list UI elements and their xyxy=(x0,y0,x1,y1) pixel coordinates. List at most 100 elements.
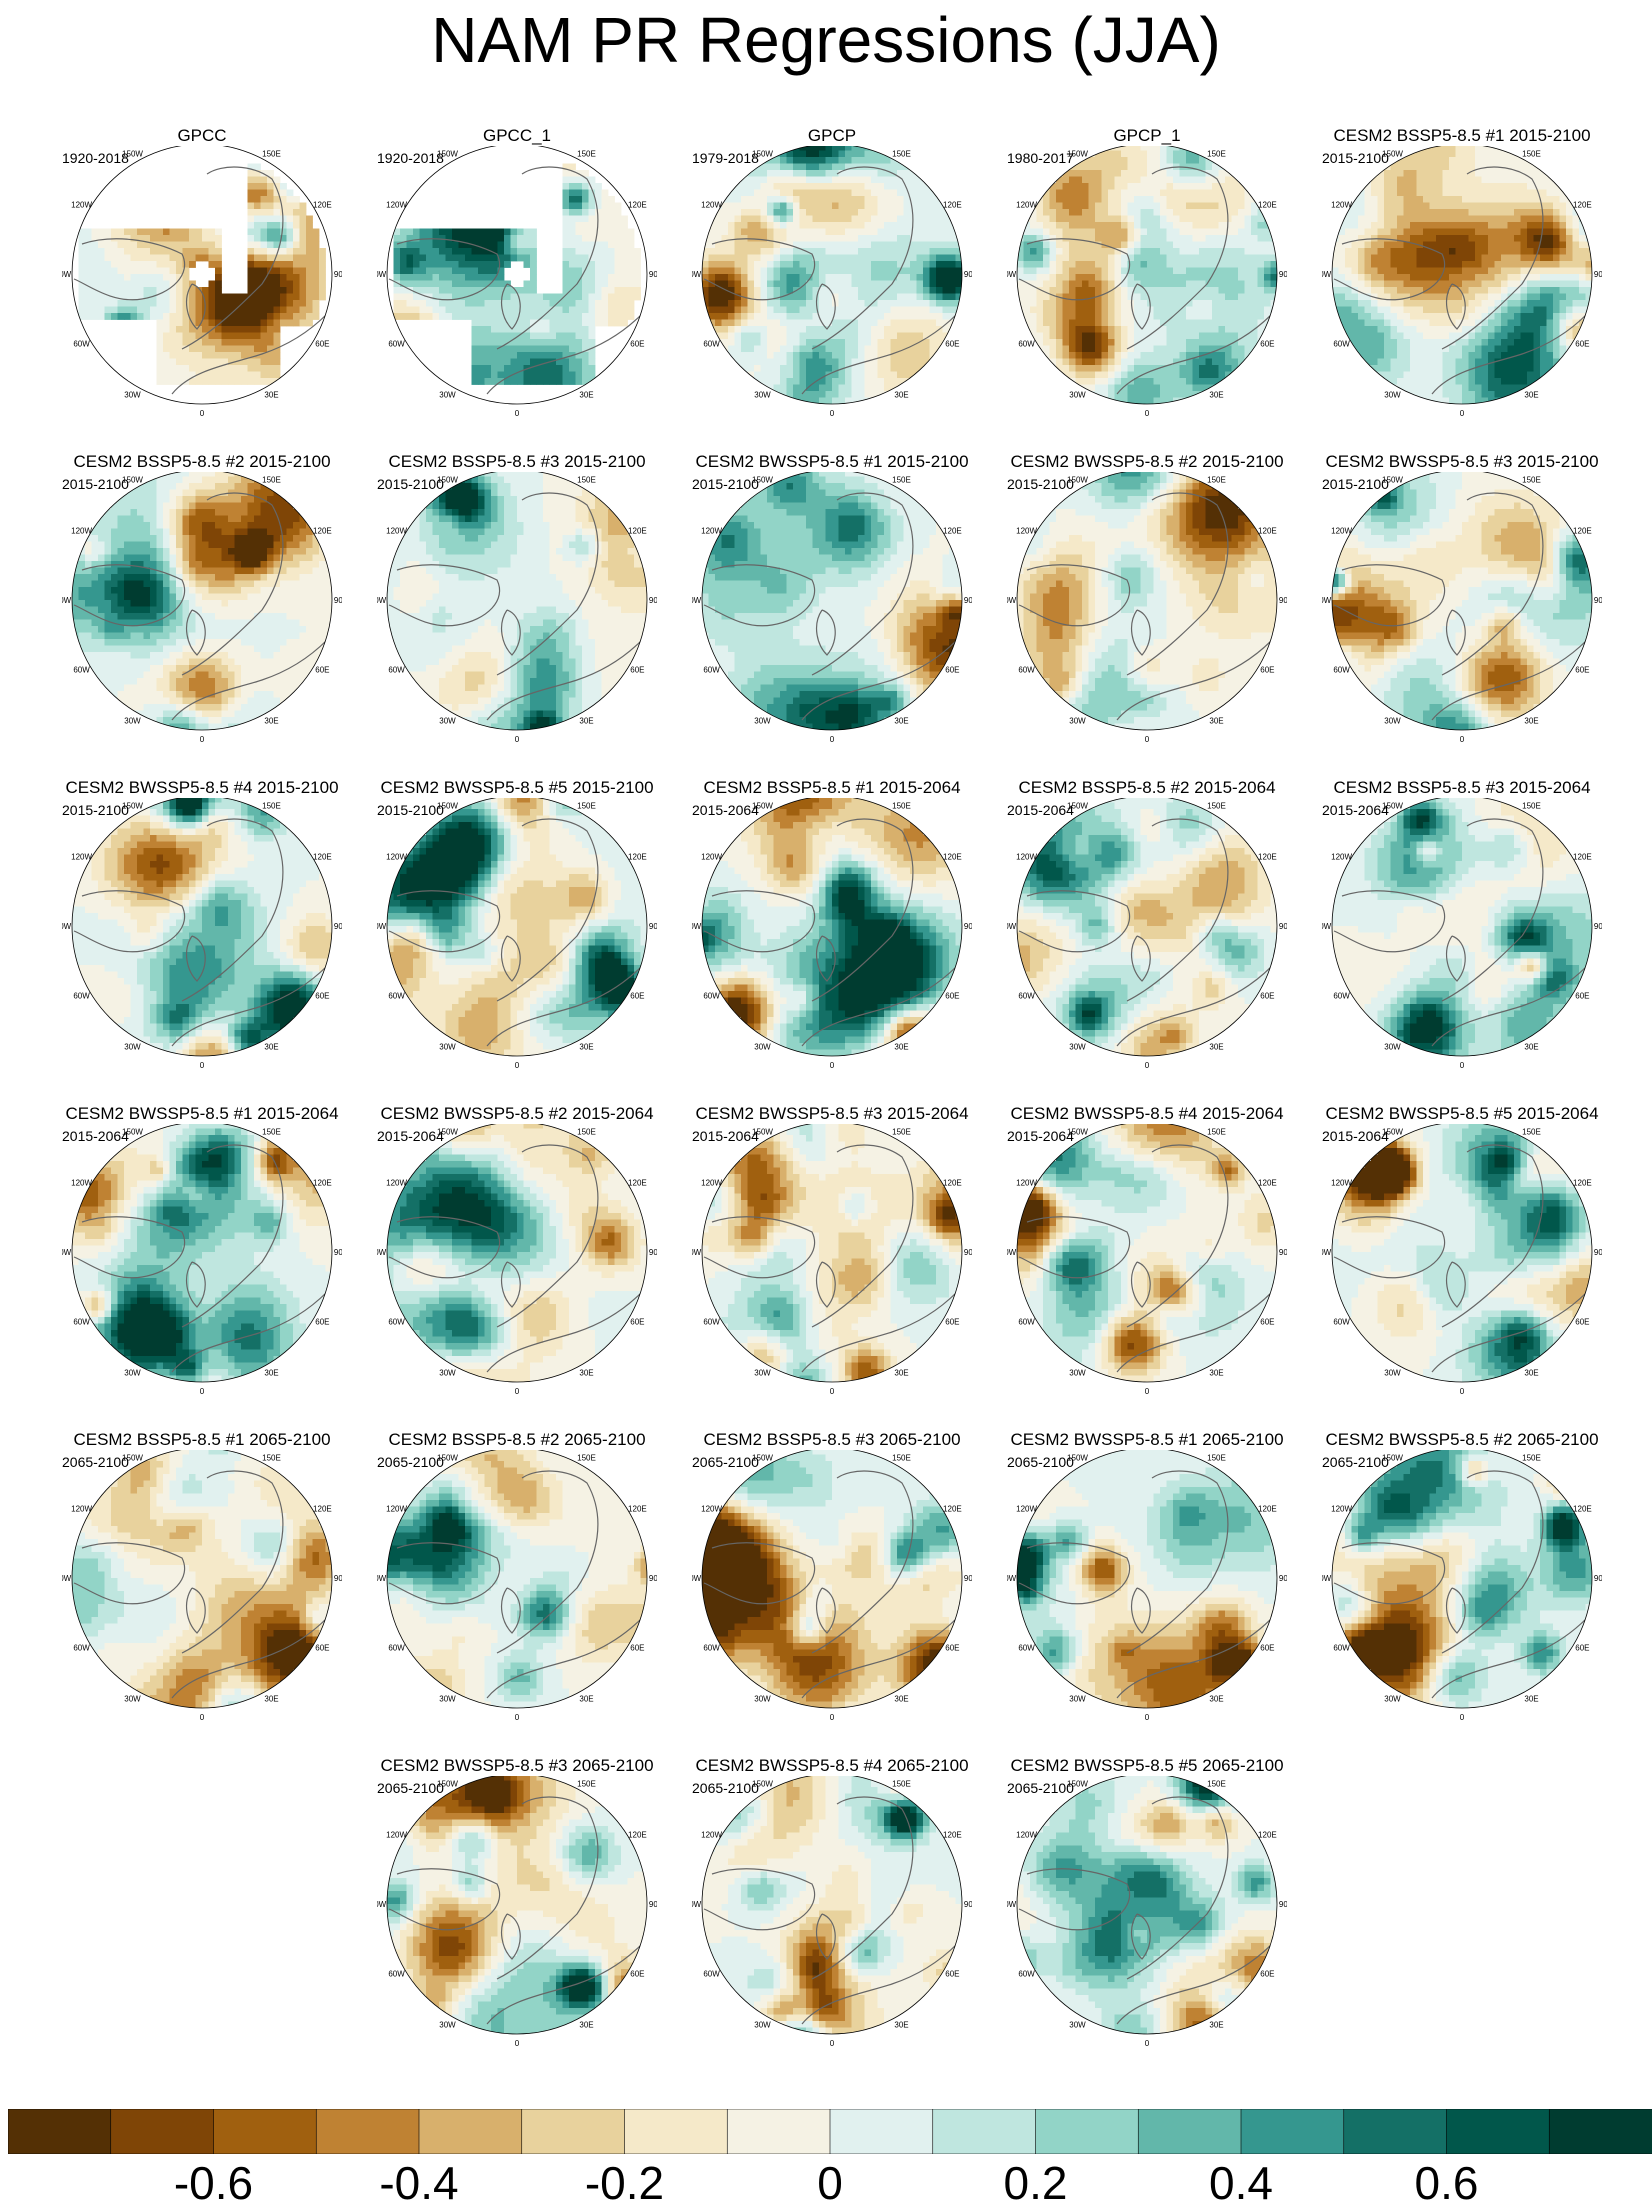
field-cell xyxy=(1076,183,1083,190)
field-cell xyxy=(1238,190,1245,197)
field-cell xyxy=(884,268,891,275)
field-cell xyxy=(1186,216,1193,223)
field-cell xyxy=(813,222,820,229)
field-cell xyxy=(407,300,414,307)
field-cell xyxy=(1251,248,1258,255)
field-cell xyxy=(111,274,118,281)
field-cell xyxy=(1089,281,1096,288)
field-cell xyxy=(1173,216,1180,223)
field-cell xyxy=(215,235,222,242)
field-cell xyxy=(1475,385,1482,392)
field-cell xyxy=(936,320,943,327)
field-cell xyxy=(105,274,112,281)
field-cell xyxy=(780,385,787,392)
field-cell xyxy=(761,320,768,327)
field-cell xyxy=(1069,307,1076,314)
field-cell xyxy=(800,365,807,372)
field-cell xyxy=(819,229,826,236)
field-cell xyxy=(1482,170,1489,177)
field-cell xyxy=(1050,196,1057,203)
field-cell xyxy=(582,372,589,379)
field-cell xyxy=(878,326,885,333)
field-cell xyxy=(1089,365,1096,372)
longitude-label: 120E xyxy=(943,201,962,210)
field-cell xyxy=(267,196,274,203)
field-cell xyxy=(1147,391,1154,398)
field-cell xyxy=(741,261,748,268)
field-cell xyxy=(884,222,891,229)
field-cell xyxy=(1186,287,1193,294)
field-cell xyxy=(884,300,891,307)
field-cell xyxy=(1212,320,1219,327)
field-cell xyxy=(897,320,904,327)
field-cell xyxy=(741,222,748,229)
field-cell xyxy=(1436,177,1443,184)
field-cell xyxy=(433,268,440,275)
field-cell xyxy=(1384,216,1391,223)
field-cell xyxy=(774,359,781,366)
field-cell xyxy=(715,320,722,327)
field-cell xyxy=(569,313,576,320)
field-cell xyxy=(1371,222,1378,229)
field-cell xyxy=(459,268,466,275)
field-cell xyxy=(1436,398,1443,405)
field-cell xyxy=(748,268,755,275)
regression-field xyxy=(1017,146,1277,404)
field-cell xyxy=(1108,190,1115,197)
field-cell xyxy=(1206,209,1213,216)
field-cell xyxy=(1193,235,1200,242)
field-cell xyxy=(1134,151,1141,158)
field-cell xyxy=(826,300,833,307)
field-cell xyxy=(780,365,787,372)
field-cell xyxy=(1436,196,1443,203)
field-cell xyxy=(1160,222,1167,229)
field-cell xyxy=(1436,164,1443,171)
field-cell xyxy=(891,365,898,372)
field-cell xyxy=(1160,170,1167,177)
field-cell xyxy=(1436,320,1443,327)
field-cell xyxy=(1089,261,1096,268)
field-cell xyxy=(1345,300,1352,307)
field-cell xyxy=(1410,170,1417,177)
field-cell xyxy=(92,294,99,301)
field-cell xyxy=(1037,294,1044,301)
field-cell xyxy=(1391,255,1398,262)
longitude-label: 90W xyxy=(62,270,72,279)
field-cell xyxy=(1037,339,1044,346)
field-cell xyxy=(1384,339,1391,346)
field-cell xyxy=(767,196,774,203)
field-cell xyxy=(241,326,248,333)
field-cell xyxy=(1089,300,1096,307)
field-cell xyxy=(280,300,287,307)
field-cell xyxy=(1121,196,1128,203)
field-cell xyxy=(537,372,544,379)
field-cell xyxy=(839,313,846,320)
field-cell xyxy=(92,300,99,307)
field-cell xyxy=(761,300,768,307)
field-cell xyxy=(949,287,956,294)
field-cell xyxy=(1219,177,1226,184)
field-cell xyxy=(897,196,904,203)
field-cell xyxy=(1076,222,1083,229)
field-cell xyxy=(839,391,846,398)
field-cell xyxy=(248,307,255,314)
field-cell xyxy=(1063,352,1070,359)
field-cell xyxy=(465,274,472,281)
field-cell xyxy=(1245,203,1252,210)
field-cell xyxy=(1154,300,1161,307)
field-cell xyxy=(1225,248,1232,255)
field-cell xyxy=(1180,333,1187,340)
field-cell xyxy=(1069,287,1076,294)
field-cell xyxy=(1352,333,1359,340)
field-cell xyxy=(1456,151,1463,158)
field-cell xyxy=(1430,359,1437,366)
field-cell xyxy=(274,339,281,346)
field-cell xyxy=(1430,170,1437,177)
field-cell xyxy=(413,300,420,307)
field-cell xyxy=(1352,248,1359,255)
field-cell xyxy=(1397,209,1404,216)
field-cell xyxy=(254,255,261,262)
field-cell xyxy=(1251,313,1258,320)
field-cell xyxy=(845,190,852,197)
field-cell xyxy=(1115,255,1122,262)
